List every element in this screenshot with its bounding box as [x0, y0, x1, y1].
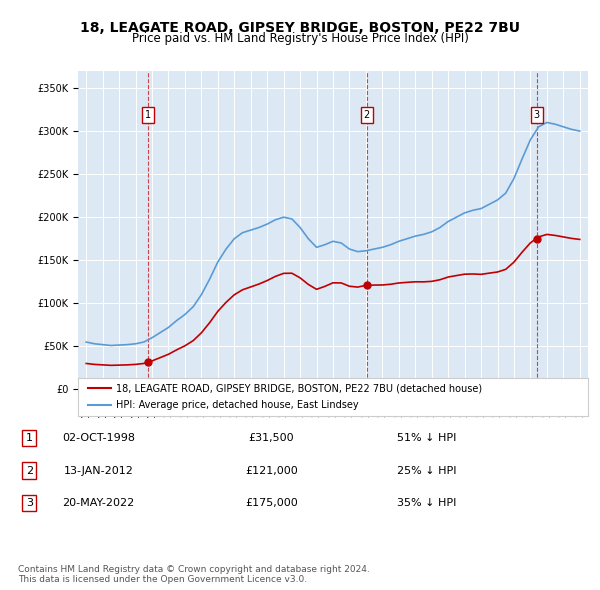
Text: 02-OCT-1998: 02-OCT-1998 — [62, 433, 135, 443]
Text: 51% ↓ HPI: 51% ↓ HPI — [397, 433, 457, 443]
Text: 35% ↓ HPI: 35% ↓ HPI — [397, 498, 457, 508]
Text: 1: 1 — [145, 110, 151, 120]
Text: £121,000: £121,000 — [245, 466, 298, 476]
Text: 2: 2 — [26, 466, 33, 476]
Text: 20-MAY-2022: 20-MAY-2022 — [62, 498, 134, 508]
Text: 3: 3 — [533, 110, 540, 120]
Text: 1: 1 — [26, 433, 33, 443]
Text: 13-JAN-2012: 13-JAN-2012 — [64, 466, 133, 476]
Text: HPI: Average price, detached house, East Lindsey: HPI: Average price, detached house, East… — [116, 400, 359, 410]
Text: 25% ↓ HPI: 25% ↓ HPI — [397, 466, 457, 476]
Text: 3: 3 — [26, 498, 33, 508]
Text: 18, LEAGATE ROAD, GIPSEY BRIDGE, BOSTON, PE22 7BU (detached house): 18, LEAGATE ROAD, GIPSEY BRIDGE, BOSTON,… — [116, 384, 482, 394]
Text: £31,500: £31,500 — [248, 433, 294, 443]
Text: 2: 2 — [364, 110, 370, 120]
Text: £175,000: £175,000 — [245, 498, 298, 508]
Text: 18, LEAGATE ROAD, GIPSEY BRIDGE, BOSTON, PE22 7BU: 18, LEAGATE ROAD, GIPSEY BRIDGE, BOSTON,… — [80, 21, 520, 35]
Text: Price paid vs. HM Land Registry's House Price Index (HPI): Price paid vs. HM Land Registry's House … — [131, 32, 469, 45]
Text: Contains HM Land Registry data © Crown copyright and database right 2024.
This d: Contains HM Land Registry data © Crown c… — [18, 565, 370, 584]
